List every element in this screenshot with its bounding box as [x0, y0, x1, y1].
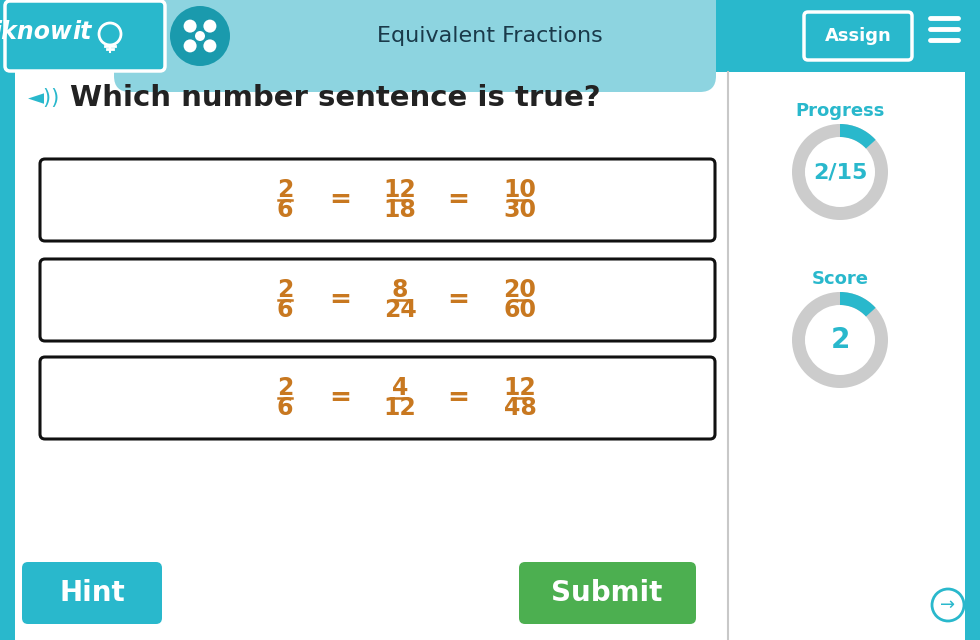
FancyBboxPatch shape — [0, 0, 980, 72]
Text: =: = — [329, 287, 351, 313]
Text: 2: 2 — [276, 278, 293, 302]
Text: →: → — [941, 596, 956, 614]
Circle shape — [195, 31, 205, 41]
Text: 2/15: 2/15 — [812, 162, 867, 182]
Text: Score: Score — [811, 270, 868, 288]
Text: Submit: Submit — [552, 579, 662, 607]
FancyBboxPatch shape — [22, 562, 162, 624]
Text: 20: 20 — [504, 278, 536, 302]
FancyBboxPatch shape — [965, 72, 980, 640]
Text: ◄)): ◄)) — [28, 88, 60, 108]
FancyBboxPatch shape — [0, 72, 15, 640]
FancyBboxPatch shape — [114, 0, 716, 92]
Wedge shape — [840, 292, 875, 317]
Text: 12: 12 — [504, 376, 536, 400]
Text: 6: 6 — [276, 298, 293, 322]
FancyBboxPatch shape — [804, 12, 912, 60]
Text: Hint: Hint — [59, 579, 124, 607]
Text: =: = — [447, 385, 469, 411]
FancyBboxPatch shape — [40, 259, 715, 341]
Text: Which number sentence is true?: Which number sentence is true? — [70, 84, 601, 112]
Text: =: = — [329, 385, 351, 411]
Text: =: = — [329, 187, 351, 213]
Text: 10: 10 — [504, 178, 536, 202]
Text: =: = — [447, 287, 469, 313]
Text: it: it — [72, 20, 91, 44]
Circle shape — [183, 20, 197, 33]
Text: 6: 6 — [276, 198, 293, 222]
Text: 24: 24 — [383, 298, 416, 322]
FancyBboxPatch shape — [5, 1, 165, 71]
Wedge shape — [792, 292, 888, 388]
Text: 4: 4 — [392, 376, 409, 400]
Circle shape — [204, 40, 217, 52]
FancyBboxPatch shape — [40, 159, 715, 241]
Text: 2: 2 — [276, 376, 293, 400]
Text: 48: 48 — [504, 396, 536, 420]
Circle shape — [170, 6, 230, 66]
FancyBboxPatch shape — [519, 562, 696, 624]
FancyBboxPatch shape — [40, 357, 715, 439]
Text: 8: 8 — [392, 278, 409, 302]
Text: Progress: Progress — [796, 102, 885, 120]
Text: iknow: iknow — [0, 20, 72, 44]
Text: 30: 30 — [504, 198, 536, 222]
Text: 18: 18 — [383, 198, 416, 222]
Circle shape — [204, 20, 217, 33]
Text: 2: 2 — [830, 326, 850, 354]
Text: 2: 2 — [276, 178, 293, 202]
Wedge shape — [792, 124, 888, 220]
Text: 60: 60 — [504, 298, 536, 322]
Text: =: = — [447, 187, 469, 213]
Text: 12: 12 — [383, 396, 416, 420]
Circle shape — [183, 40, 197, 52]
Wedge shape — [840, 124, 875, 148]
Text: 6: 6 — [276, 396, 293, 420]
Text: 12: 12 — [383, 178, 416, 202]
Text: Equivalent Fractions: Equivalent Fractions — [377, 26, 603, 46]
Text: Assign: Assign — [824, 27, 892, 45]
